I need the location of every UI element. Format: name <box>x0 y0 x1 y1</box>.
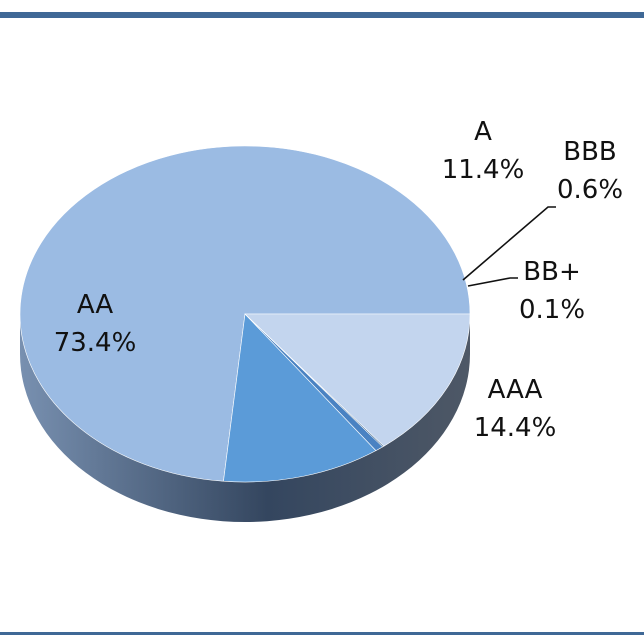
slice-label-aaa: AAA 14.4% <box>460 371 570 447</box>
slice-label-aaa-value: 14.4% <box>473 413 557 443</box>
slice-label-aa: AA 73.4% <box>40 286 150 362</box>
slice-label-bbb-value: 0.6% <box>556 175 624 205</box>
slice-label-aa-name: AA <box>76 290 114 320</box>
slice-label-bbplus: BB+ 0.1% <box>504 253 600 329</box>
pie-slice-a <box>223 313 377 483</box>
slice-label-aa-value: 73.4% <box>53 328 137 358</box>
leader-line-bbb <box>462 206 556 281</box>
slice-label-a: A 11.4% <box>428 113 538 189</box>
slice-label-bbb: BBB 0.6% <box>540 133 640 209</box>
slice-label-bbplus-value: 0.1% <box>518 295 586 325</box>
pie-side-wall <box>20 314 470 522</box>
pie-slices <box>19 145 471 483</box>
slice-label-bbb-name: BBB <box>563 137 617 167</box>
bottom-rule <box>0 632 644 635</box>
leader-lines <box>462 206 556 287</box>
slice-label-a-value: 11.4% <box>441 155 525 185</box>
top-rule <box>0 12 644 18</box>
slice-label-aaa-name: AAA <box>487 375 543 405</box>
pie-side <box>20 314 470 522</box>
pie-slice-aaa <box>244 313 471 447</box>
slice-label-bbplus-name: BB+ <box>523 257 581 287</box>
slice-label-a-name: A <box>474 117 492 147</box>
leader-line-bbplus <box>467 277 518 287</box>
